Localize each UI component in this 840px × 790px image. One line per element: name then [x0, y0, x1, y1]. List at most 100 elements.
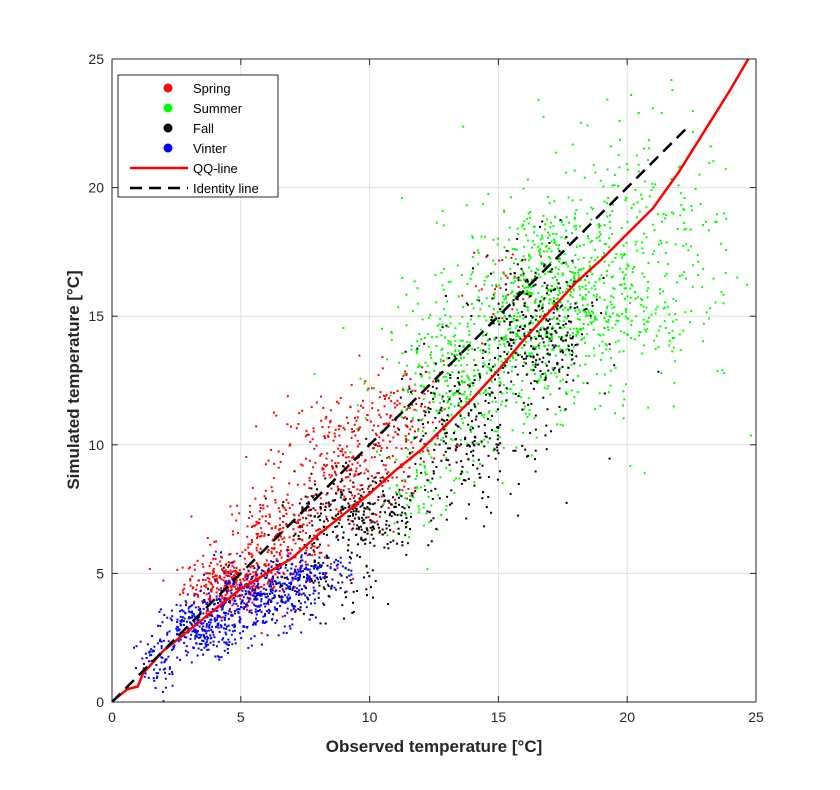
- data-point: [507, 371, 510, 374]
- data-point: [571, 354, 573, 356]
- data-point: [231, 604, 234, 607]
- data-point: [229, 602, 232, 605]
- data-point: [248, 553, 251, 555]
- data-point: [567, 343, 570, 346]
- data-point: [454, 339, 457, 342]
- data-point: [584, 288, 587, 290]
- data-point: [380, 449, 382, 452]
- data-point: [483, 438, 486, 441]
- data-point: [699, 203, 702, 205]
- data-point: [433, 393, 436, 396]
- data-point: [398, 491, 401, 494]
- data-point: [201, 600, 204, 603]
- data-point: [271, 597, 274, 600]
- data-point: [450, 489, 453, 492]
- data-point: [541, 306, 544, 309]
- data-point: [444, 408, 447, 410]
- data-point: [510, 281, 513, 284]
- data-point: [441, 347, 444, 350]
- data-point: [340, 450, 343, 453]
- data-point: [295, 587, 298, 590]
- data-point: [255, 546, 258, 549]
- data-point: [218, 597, 220, 600]
- data-point: [501, 400, 504, 403]
- data-point: [428, 511, 431, 514]
- data-point: [535, 346, 537, 349]
- data-point: [250, 539, 253, 541]
- data-point: [547, 344, 550, 347]
- data-point: [473, 481, 476, 484]
- data-point: [746, 283, 749, 286]
- data-point: [223, 570, 226, 573]
- data-point: [297, 579, 300, 581]
- data-point: [329, 503, 332, 506]
- data-point: [608, 264, 611, 267]
- data-point: [433, 457, 436, 460]
- data-point: [545, 353, 548, 356]
- data-point: [266, 595, 269, 598]
- data-point: [479, 376, 482, 379]
- data-point: [566, 282, 569, 285]
- data-point: [498, 384, 501, 387]
- data-point: [595, 236, 598, 239]
- data-point: [417, 366, 420, 368]
- data-point: [722, 293, 725, 296]
- data-point: [153, 668, 156, 671]
- data-point: [231, 630, 234, 633]
- data-point: [356, 488, 359, 491]
- data-point: [582, 243, 585, 246]
- data-point: [193, 629, 196, 632]
- data-point: [647, 316, 650, 319]
- data-point: [408, 475, 411, 478]
- data-point: [446, 379, 449, 382]
- data-point: [142, 667, 145, 670]
- data-point: [172, 647, 175, 650]
- data-point: [558, 405, 561, 408]
- data-point: [404, 446, 407, 449]
- data-point: [643, 472, 646, 475]
- data-point: [453, 385, 456, 388]
- data-point: [406, 364, 409, 367]
- data-point: [270, 448, 273, 451]
- data-point: [488, 387, 491, 389]
- data-point: [249, 587, 252, 590]
- data-point: [473, 484, 476, 487]
- data-point: [585, 307, 588, 310]
- data-point: [405, 440, 407, 443]
- data-point: [467, 423, 470, 426]
- data-point: [199, 590, 202, 593]
- data-point: [531, 316, 534, 319]
- data-point: [545, 332, 548, 335]
- data-point: [250, 526, 253, 528]
- data-point: [685, 243, 688, 246]
- data-point: [538, 335, 541, 337]
- data-point: [511, 308, 514, 311]
- data-point: [419, 452, 422, 455]
- data-point: [358, 555, 361, 558]
- data-point: [285, 512, 288, 515]
- data-point: [347, 502, 350, 505]
- data-point: [598, 226, 601, 229]
- data-point: [359, 464, 362, 467]
- data-point: [564, 237, 567, 240]
- data-point: [179, 624, 182, 627]
- data-point: [209, 561, 212, 564]
- data-point: [442, 428, 445, 431]
- data-point: [264, 520, 267, 523]
- data-point: [514, 339, 517, 342]
- data-point: [477, 263, 480, 266]
- data-point: [274, 499, 277, 501]
- data-point: [247, 597, 250, 600]
- data-point: [337, 522, 340, 525]
- data-point: [456, 377, 459, 379]
- data-point: [355, 533, 358, 536]
- data-point: [532, 356, 535, 359]
- data-point: [187, 607, 190, 610]
- data-point: [350, 573, 353, 576]
- data-point: [246, 535, 249, 538]
- data-point: [534, 449, 537, 452]
- data-point: [563, 253, 566, 256]
- data-point: [539, 238, 542, 241]
- data-point: [561, 365, 564, 368]
- data-point: [404, 526, 407, 529]
